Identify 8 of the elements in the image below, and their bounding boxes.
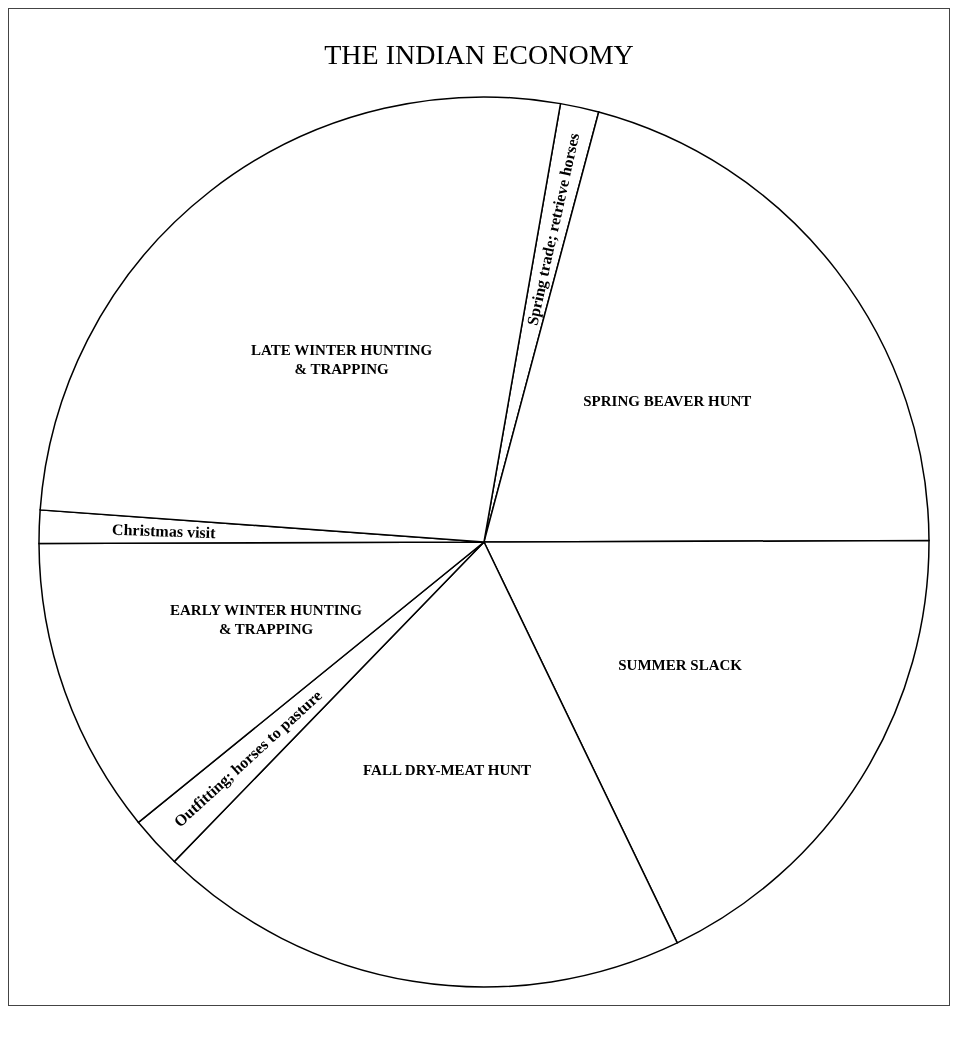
slice-label: FALL DRY-MEAT HUNT bbox=[363, 762, 532, 779]
slice-label: LATE WINTER HUNTING & TRAPPING bbox=[251, 342, 433, 378]
chart-title: THE INDIAN ECONOMY bbox=[323, 39, 635, 71]
slice-label: Christmas visit bbox=[111, 520, 217, 542]
slice-label: SUMMER SLACK bbox=[618, 656, 743, 673]
slice-label: EARLY WINTER HUNTING & TRAPPING bbox=[170, 602, 363, 638]
slice-label: SPRING BEAVER HUNT bbox=[583, 392, 752, 409]
slice-label: Spring trade; retrieve horses bbox=[523, 131, 584, 328]
